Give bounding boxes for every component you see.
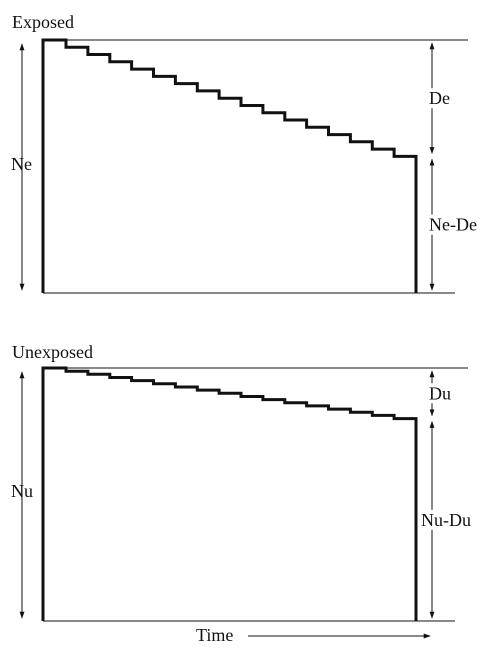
exposed-survival-curve — [41, 38, 418, 293]
exposed-remaining-label: Ne-De — [429, 215, 477, 235]
time-label: Time — [196, 625, 233, 645]
unexposed-remaining-label: Nu-Du — [421, 510, 471, 530]
exposed-panel: Exposed Ne De Ne-De — [11, 12, 478, 294]
unexposed-panel-title: Unexposed — [12, 342, 93, 362]
rem-label-0-backing — [428, 214, 478, 235]
ev-label-1-backing — [428, 383, 452, 404]
exposed-total-label: Ne — [11, 154, 32, 174]
unexposed-survival-curve — [41, 366, 418, 621]
rem-label-1-backing — [420, 509, 472, 530]
unexposed-total-label: Nu — [11, 481, 33, 501]
unexposed-panel: Unexposed Nu Du Nu-Du — [11, 342, 472, 622]
unexposed-events-label: Du — [429, 383, 451, 403]
exposed-events-label: De — [429, 88, 450, 108]
time-axis: Time — [196, 625, 431, 645]
ev-label-0-backing — [428, 88, 451, 109]
exposed-panel-title: Exposed — [12, 12, 74, 32]
